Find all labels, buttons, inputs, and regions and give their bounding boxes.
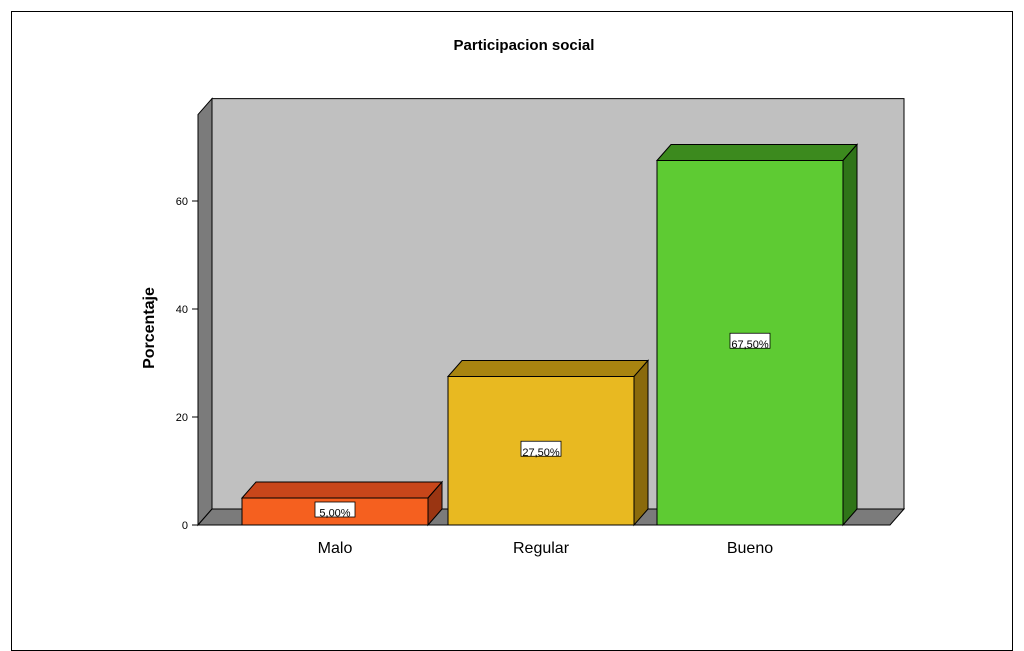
bar-side-regular: [633, 359, 649, 527]
data-label-box: [729, 332, 771, 349]
y-tick-label: 20: [176, 412, 188, 424]
data-label-bueno: 67,50%: [731, 339, 769, 351]
plot-left-wall: [197, 97, 213, 527]
bar-side-bueno: [842, 143, 858, 527]
chart-title: Participacion social: [454, 37, 595, 54]
y-tick-label: 0: [182, 520, 188, 532]
x-category-label: Malo: [318, 540, 353, 557]
data-label-box: [520, 440, 562, 457]
data-label-regular: 27,50%: [522, 447, 560, 459]
bar-top-regular: [446, 360, 650, 377]
y-tick-label: 60: [176, 196, 188, 208]
y-tick-label: 40: [176, 304, 188, 316]
bar-top-malo: [240, 481, 444, 499]
x-category-label: Bueno: [727, 540, 773, 557]
x-category-label: Regular: [513, 540, 570, 557]
bar-top-bueno: [655, 144, 859, 161]
data-label-malo: 5,00%: [319, 508, 350, 520]
data-label-box: [314, 501, 356, 518]
y-axis-label: Porcentaje: [141, 287, 158, 369]
